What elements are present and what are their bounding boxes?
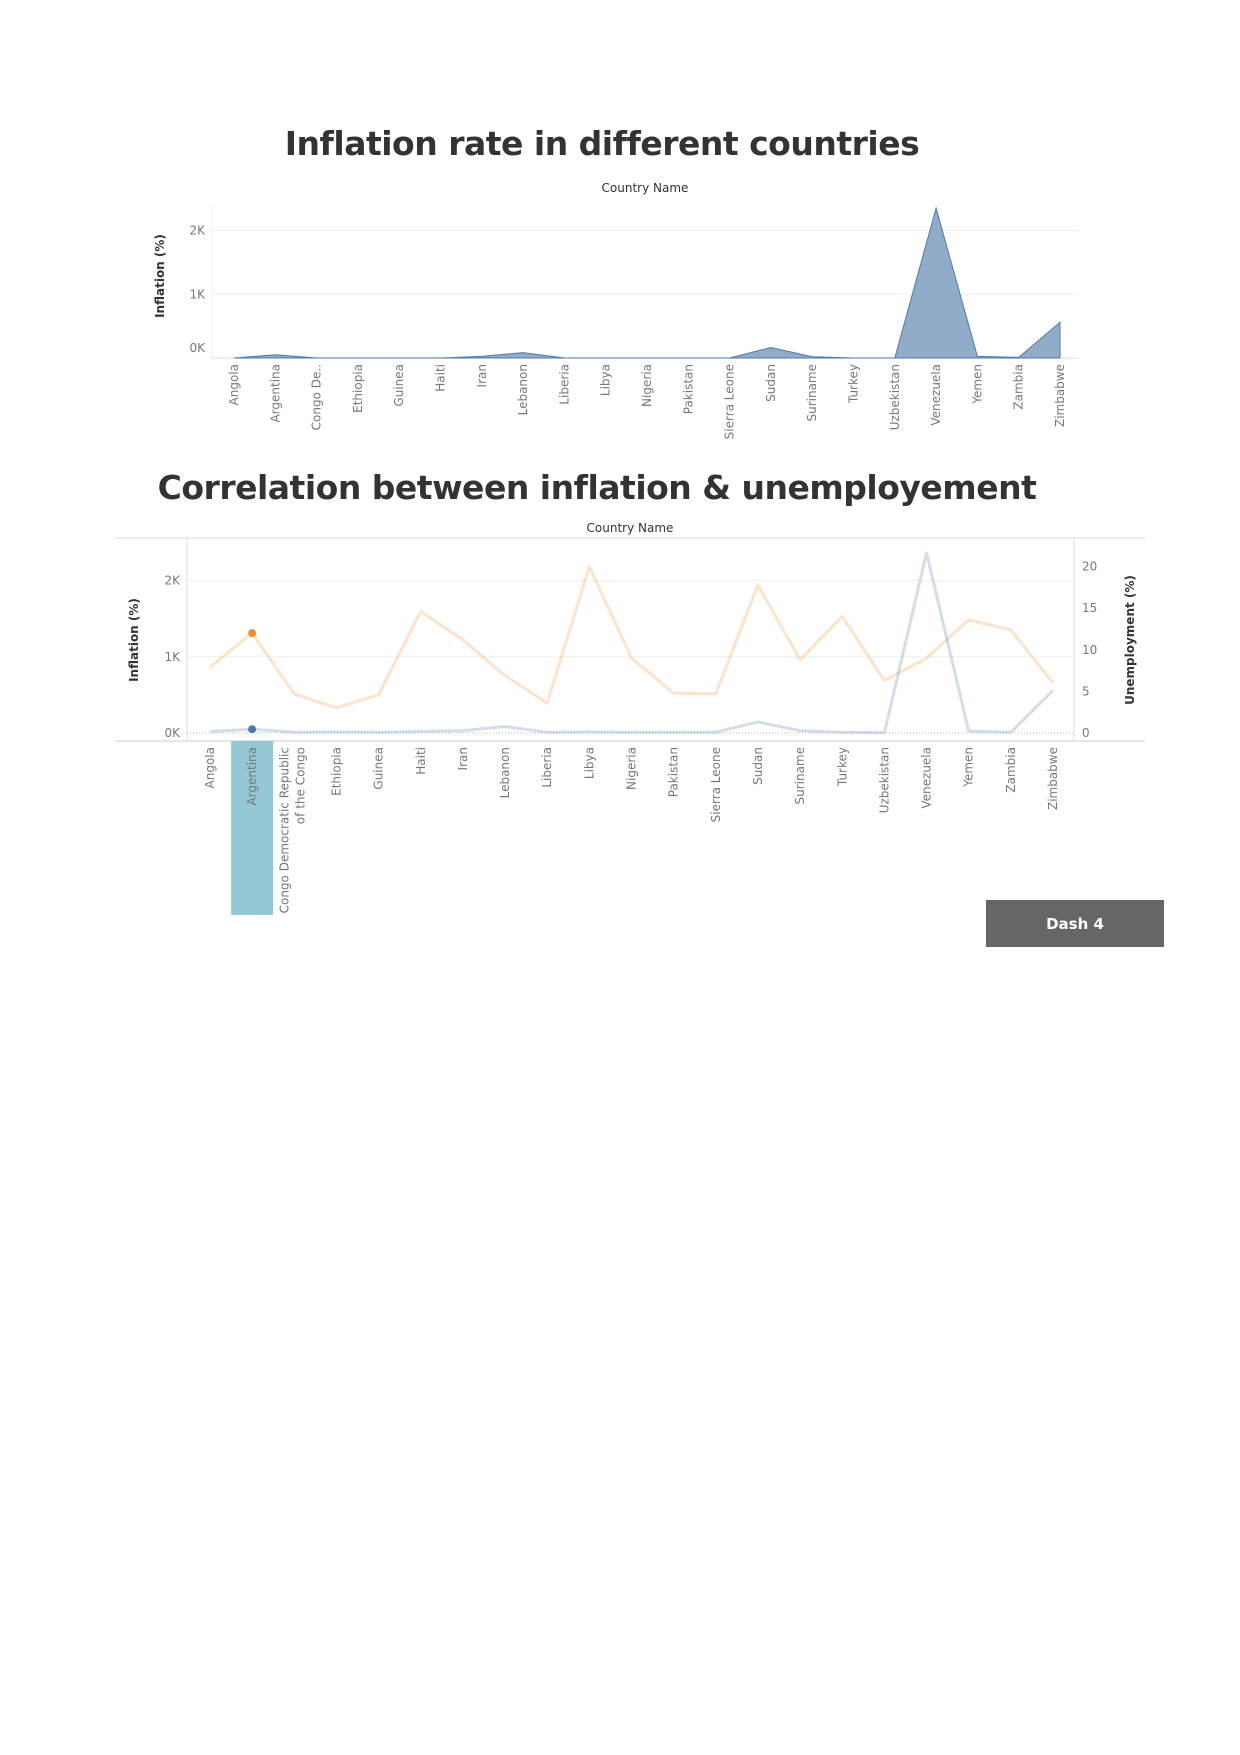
chart1-xtick-argentina: Argentina	[268, 364, 282, 423]
chart2-xtick-label: Sierra Leone	[709, 747, 723, 822]
chart2-ylabel-left: Inflation (%)	[127, 598, 141, 682]
chart2-xtick-suriname: Suriname	[793, 747, 807, 805]
chart2-xtick-label: Iran	[456, 747, 470, 770]
chart1-xtick-guinea: Guinea	[392, 364, 406, 407]
chart1-xtick-suriname: Suriname	[805, 364, 819, 422]
chart1-xtick-sierra-leone: Sierra Leone	[723, 364, 737, 439]
selected-unemployment-point	[248, 629, 257, 638]
chart2-xtick-zimbabwe: Zimbabwe	[1046, 747, 1060, 810]
selected-inflation-point	[248, 725, 257, 734]
chart2-xtick-label: Turkey	[835, 747, 849, 787]
chart2-xtick-label: Liberia	[540, 747, 554, 788]
chart2-xtick-label: Zambia	[1004, 747, 1018, 793]
chart2-xtick-sierra-leone: Sierra Leone	[709, 747, 723, 822]
chart1-area-series	[233, 206, 1061, 359]
chart2-xtick-sudan: Sudan	[751, 747, 765, 785]
chart2-xtick-uzbekistan: Uzbekistan	[877, 747, 891, 813]
chart2-xtick-angola: Angola	[203, 747, 217, 788]
chart2-xtick-label: Suriname	[793, 747, 807, 805]
chart1-ytick-label: 2K	[189, 224, 206, 238]
chart2-xtick-guinea: Guinea	[372, 747, 386, 790]
chart1-xtick-turkey: Turkey	[847, 364, 861, 404]
chart2-xtick-label: Lebanon	[498, 747, 512, 798]
chart1-xtick-venezuela: Venezuela	[929, 364, 943, 426]
chart1-ylabel: Inflation (%)	[153, 234, 167, 318]
chart1-ytick-label: 0K	[189, 341, 206, 355]
chart2-xtick-line2: of the Congo	[293, 747, 307, 824]
chart1-xtick-angola: Angola	[227, 364, 241, 405]
dash-4-button[interactable]: Dash 4	[986, 900, 1164, 947]
inflation-area-chart: Country Name 0K 1K 2K Inflation (%) Angola Arg…	[153, 181, 1078, 439]
chart1-xtick-haiti: Haiti	[434, 364, 448, 392]
chart2-ytick-right: 10	[1082, 643, 1097, 657]
chart2-ytick-left: 2K	[164, 574, 181, 588]
selected-category-highlight	[231, 741, 274, 915]
chart2-xtick-label: Argentina	[245, 747, 259, 806]
chart2-xtick-label: Nigeria	[625, 747, 639, 790]
chart2-xtick-label: Yemen	[962, 747, 976, 788]
chart1-xtick-sudan: Sudan	[764, 364, 778, 402]
chart1-xtick-lebanon: Lebanon	[516, 364, 530, 415]
chart2-ytick-left: 0K	[164, 726, 181, 740]
chart2-xtick-nigeria: Nigeria	[625, 747, 639, 790]
chart2-xtick-label: Venezuela	[920, 747, 934, 809]
chart2-xtick-haiti: Haiti	[414, 747, 428, 775]
chart2-xtick-label: Haiti	[414, 747, 428, 775]
chart2-xtick-iran: Iran	[456, 747, 470, 770]
inflation-line-series	[209, 551, 1055, 735]
chart2-xtick-zambia: Zambia	[1004, 747, 1018, 793]
chart2-xtick-lebanon: Lebanon	[498, 747, 512, 798]
chart1-xtick-zambia: Zambia	[1012, 364, 1026, 410]
chart2-xtick-label: Guinea	[372, 747, 386, 790]
chart2-title: Correlation between inflation & unemploy…	[157, 468, 1037, 507]
correlation-line-chart: Country Name 0K 1K 2K 0 5 10 15 20 Inflation (%) U…	[115, 521, 1145, 915]
chart1-xtick-pakistan: Pakistan	[681, 364, 695, 414]
chart1-xtick-iran: Iran	[475, 364, 489, 387]
unemployment-line-series	[209, 565, 1055, 710]
chart2-xtick-ethiopia: Ethiopia	[329, 747, 343, 796]
chart2-xtick-label: Libya	[582, 747, 596, 779]
chart1-header: Country Name	[602, 181, 689, 195]
chart2-xtick-pakistan: Pakistan	[667, 747, 681, 797]
chart2-ytick-left: 1K	[164, 650, 181, 664]
chart2-xtick-label: Angola	[203, 747, 217, 788]
chart1-xtick-nigeria: Nigeria	[640, 364, 654, 407]
chart2-ytick-right: 15	[1082, 601, 1097, 615]
chart1-ytick-label: 1K	[189, 287, 206, 301]
chart2-ytick-right: 5	[1082, 684, 1090, 698]
chart2-xtick-turkey: Turkey	[835, 747, 849, 787]
chart2-xtick-label: Uzbekistan	[877, 747, 891, 813]
chart1-title: Inflation rate in different countries	[284, 124, 920, 163]
chart1-xtick-liberia: Liberia	[557, 364, 571, 405]
chart2-xtick-libya: Libya	[582, 747, 596, 779]
chart1-xtick-congo-de: Congo De..	[310, 364, 324, 430]
chart2-xtick-argentina: Argentina	[245, 747, 259, 806]
chart1-xtick-yemen: Yemen	[970, 364, 984, 405]
chart1-xtick-ethiopia: Ethiopia	[351, 364, 365, 413]
chart1-xtick-zimbabwe: Zimbabwe	[1053, 364, 1067, 427]
chart2-xtick-label: Ethiopia	[329, 747, 343, 796]
chart2-xtick-yemen: Yemen	[962, 747, 976, 788]
chart1-xtick-uzbekistan: Uzbekistan	[888, 364, 902, 430]
chart1-xtick-libya: Libya	[599, 364, 613, 396]
chart2-header: Country Name	[587, 521, 674, 535]
chart2-xtick-label: Zimbabwe	[1046, 747, 1060, 810]
chart2-xtick-line1: Congo Democratic Republic	[277, 747, 291, 913]
chart2-ytick-right: 0	[1082, 726, 1090, 740]
chart2-xtick-congo-democratic-republic-of-the-congo: Congo Democratic Republic of the Congo	[277, 747, 307, 913]
chart2-xtick-venezuela: Venezuela	[920, 747, 934, 809]
chart2-xtick-label: Sudan	[751, 747, 765, 785]
chart2-ylabel-right: Unemployment (%)	[1123, 575, 1137, 705]
chart2-xtick-label: Pakistan	[667, 747, 681, 797]
chart2-xtick-liberia: Liberia	[540, 747, 554, 788]
chart2-ytick-right: 20	[1082, 560, 1097, 574]
